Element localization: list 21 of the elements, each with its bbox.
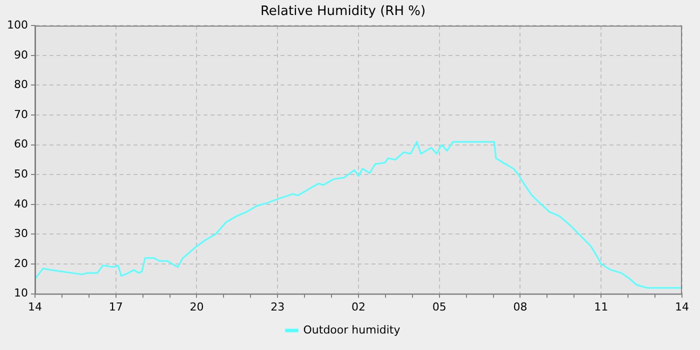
legend-label: Outdoor humidity: [303, 323, 401, 336]
y-tick-label: 60: [14, 138, 28, 151]
x-tick-label: 20: [190, 300, 204, 314]
y-tick-label: 100: [6, 18, 28, 32]
x-tick-label: 11: [594, 300, 608, 314]
x-tick-label: 08: [513, 300, 528, 314]
y-tick-label: 30: [14, 227, 28, 240]
chart-title: Relative Humidity (RH %): [260, 4, 426, 20]
x-tick-label: 14: [675, 300, 689, 314]
y-tick-label: 50: [14, 167, 28, 180]
x-tick-label: 23: [270, 300, 285, 314]
x-tick-label: 14: [28, 300, 42, 314]
y-tick-label: 40: [14, 197, 28, 210]
y-tick-label: 10: [14, 286, 28, 300]
y-tick-label: 90: [14, 48, 28, 62]
y-tick-label: 20: [14, 256, 28, 270]
x-tick-label: 02: [352, 300, 366, 314]
x-tick-label: 17: [108, 300, 123, 314]
x-tick-label: 05: [432, 300, 446, 314]
y-tick-label: 80: [14, 78, 28, 92]
y-tick-label: 70: [14, 108, 28, 121]
